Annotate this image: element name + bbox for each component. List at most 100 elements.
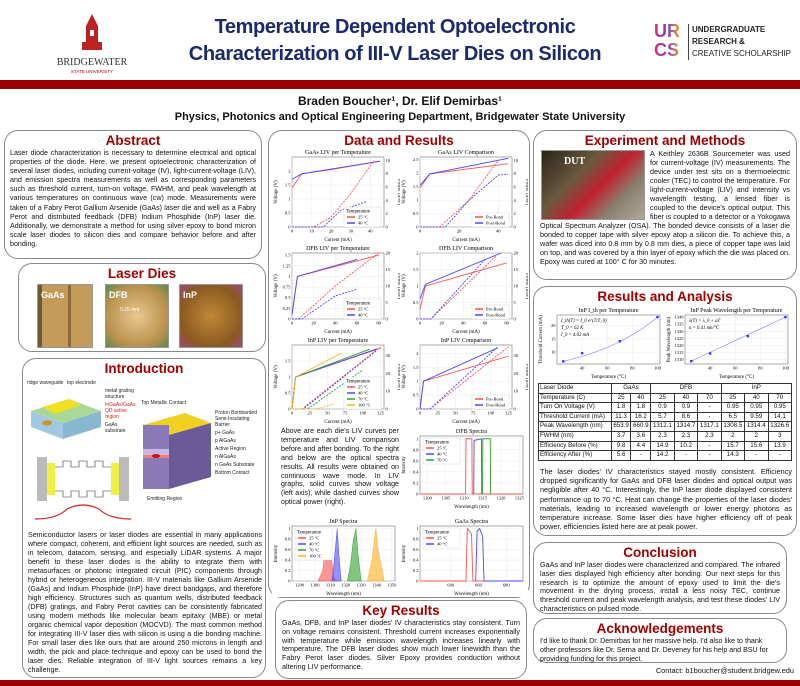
diagram-label: top electrode [67, 380, 96, 386]
laser-dies-section: Laser Dies GaAs DFB 0.25 mm InP [18, 263, 266, 352]
x-tick-label: 25 [307, 411, 312, 416]
y2-tick-label: 20 [514, 371, 519, 376]
y-tick-label: 0 [416, 317, 419, 322]
gaas-label: GaAs [41, 290, 65, 300]
y2-tick-label: 0 [386, 407, 389, 412]
series-line [420, 438, 523, 495]
x-tick-label: 1320 [496, 496, 506, 501]
y2-tick-label: 10 [514, 158, 519, 163]
x-tick-label: 125 [505, 411, 513, 416]
y-tick-label: 2.5 [413, 157, 419, 162]
x-tick-label: 40 [333, 321, 338, 326]
y2-axis-label: Power (mW) [524, 273, 528, 299]
y-tick-label: 0 [416, 492, 419, 497]
x-axis-label: Wavelength (nm) [454, 505, 489, 510]
data-point [746, 334, 750, 338]
x-tick-label: 1300 [311, 583, 321, 588]
plot-frame [556, 314, 661, 365]
table-cell: 1312.1 [650, 421, 675, 432]
x-tick-label: 20 [329, 229, 334, 234]
x-tick-label: 40 [580, 366, 585, 371]
x-tick-label: 1315 [478, 496, 488, 501]
table-cell: 1308.5 [720, 421, 746, 432]
x-tick-label: 100 [782, 366, 790, 371]
acknowledgements-section: Acknowledgements I'd like to thank Dr. D… [533, 618, 787, 663]
legend-entry: 25 °C [437, 536, 447, 541]
experiment-section: Experiment and Methods DUT A Keithley 26… [533, 130, 797, 280]
experiment-text-side: A Keithley 2636B Sourcemeter was used fo… [650, 149, 790, 221]
table-cell: 2.3 [673, 430, 699, 442]
y-tick-label: 1340 [675, 315, 685, 320]
y-tick-label: 20 [551, 323, 556, 328]
y-tick-label: 2 [416, 251, 418, 256]
x-tick-label: 20 [311, 321, 316, 326]
y-tick-label: 1 [416, 436, 418, 441]
introduction-heading: Introduction [104, 361, 184, 376]
y-axis-label: Threshold Current (mA) [539, 315, 544, 364]
chart-title: GaAs LIV per Temperature [305, 150, 371, 156]
table-cell: 1314.7 [673, 421, 699, 432]
y-tick-label: 0.6 [413, 547, 419, 552]
legend-entry: 25 °C [358, 215, 368, 220]
table-cell: 40 [673, 392, 699, 404]
y2-tick-label: 10 [386, 284, 391, 289]
experiment-text: Yokogawa Optical Spectrum Analyzer (OSA)… [540, 212, 790, 266]
footer-band [0, 680, 800, 686]
legend-entry: Post-Bond [486, 313, 506, 318]
x-tick-label: 40 [496, 229, 501, 234]
table-header-cell: InP [720, 383, 793, 394]
legend-title: Temperature [346, 380, 370, 385]
diagram-label: n AlGaAs [215, 454, 236, 460]
y-tick-label: 0.5 [285, 211, 291, 216]
spectrum-peak [331, 528, 342, 582]
x-tick-label: 40 [368, 229, 373, 234]
legend-entry: 25 °C [358, 307, 368, 312]
diagram-label: InGaAs/GaAs QD active region [105, 402, 136, 420]
y-tick-label: 0.4 [413, 469, 419, 474]
table-row: Efficiency After (%) 5.6-14.2- -14.3- - [538, 450, 792, 461]
results-analysis-section: Results and Analysis Laser Diode GaAs DF… [533, 286, 797, 536]
x-tick-label: 100 [654, 366, 662, 371]
chart-background [665, 305, 793, 380]
table-cell: 11.3 [610, 411, 632, 423]
table-cell: 70 [767, 392, 792, 404]
table-cell: 3.6 [630, 430, 652, 442]
legend-entry: Pre-Bond [486, 397, 504, 402]
series-line [473, 438, 483, 495]
x-tick-label: 50 [453, 411, 458, 416]
table-cell: 0.9 [650, 402, 675, 413]
legend-entry: 40 °C [358, 313, 368, 318]
data-point [784, 315, 787, 319]
y-tick-label: 15 [551, 336, 556, 341]
table-cell: 13.9 [767, 440, 792, 452]
y-tick-label: 1 [416, 198, 418, 203]
legend-entry: 70 °C [437, 458, 447, 463]
y2-tick-label: 0 [386, 225, 389, 230]
diagram-label: Proton Bombarded Semi-Insulating Barrier [215, 410, 257, 428]
y-axis-label: Voltage (V) [274, 274, 279, 298]
y-tick-label: 0 [416, 407, 419, 412]
x-tick-label: 0 [291, 229, 294, 234]
x-tick-label: 30 [348, 229, 353, 234]
contact-email[interactable]: Contact: b1boucher@student.bridgew.edu [655, 666, 794, 675]
y-tick-label: 1.25 [283, 263, 292, 268]
table-cell: - [630, 450, 652, 461]
x-tick-label: 25 [435, 411, 440, 416]
table-cell: Efficiency After (%) [538, 450, 612, 461]
y-tick-label: 10 [551, 350, 556, 355]
introduction-section: Introduction top electrode ridge wavegui… [22, 358, 266, 678]
legend-entry: 40 °C [358, 221, 368, 226]
chart-background [400, 516, 528, 597]
table-cell: 16.2 [630, 411, 652, 423]
legend-entry: 40 °C [437, 452, 447, 457]
y-tick-label: 0 [288, 579, 291, 584]
series-line [292, 403, 335, 410]
y-tick-label: 1.5 [413, 365, 419, 370]
legend-entry: 25 °C [309, 536, 319, 541]
introduction-text: Semiconductor lasers or laser diodes are… [28, 531, 262, 674]
table-cell: 14.3 [720, 450, 746, 461]
y-tick-label: 0.5 [285, 391, 291, 396]
y-tick-label: 0.4 [413, 558, 419, 563]
